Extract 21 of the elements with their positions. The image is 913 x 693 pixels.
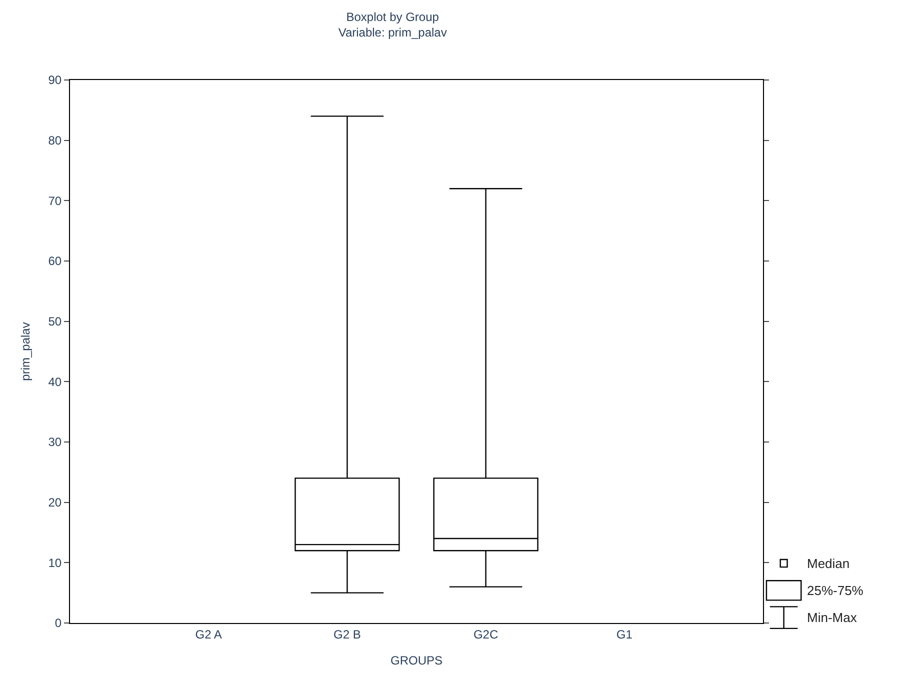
- x-tick-label: G1: [616, 627, 633, 642]
- y-axis-title: prim_palav: [18, 322, 33, 381]
- text: 25%-75%: [807, 583, 864, 598]
- y-tick-label: 50: [48, 314, 62, 329]
- x-axis-title: GROUPS: [390, 653, 443, 668]
- chart-title: Boxplot by Group: [346, 10, 440, 24]
- y-tick-label: 70: [48, 194, 62, 208]
- y-tick-label: 10: [48, 556, 62, 570]
- y-tick-label: 40: [48, 374, 62, 389]
- y-tick-label: 20: [48, 496, 62, 510]
- x-tick-label: G2C: [473, 627, 498, 642]
- x-tick-label: G2 A: [195, 627, 222, 642]
- y-tick-label: 80: [48, 134, 62, 148]
- chart-subtitle: Variable: prim_palav: [338, 25, 447, 40]
- y-tick-label: 90: [48, 73, 62, 88]
- y-tick-label: 60: [48, 254, 62, 268]
- x-tick-label: G2 B: [334, 627, 361, 642]
- text: Median: [807, 556, 850, 571]
- y-tick-label: 30: [48, 435, 62, 450]
- y-tick-label: 0: [54, 616, 62, 630]
- text: Min-Max: [807, 610, 858, 625]
